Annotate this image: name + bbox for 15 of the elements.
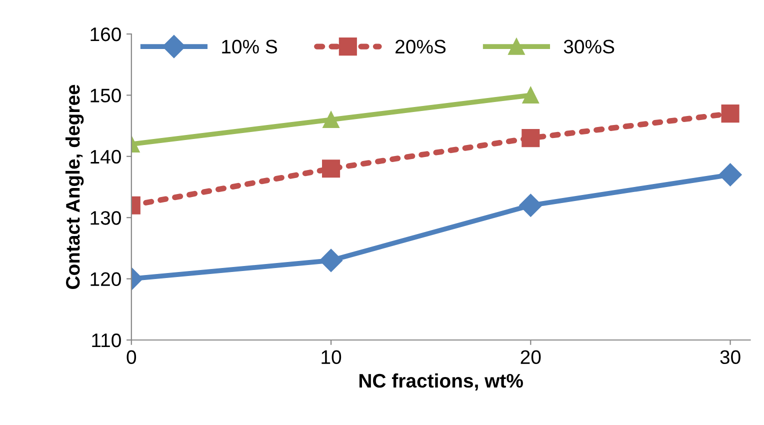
y-axis-title: Contact Angle, degree (65, 84, 84, 290)
legend-label: 20%S (396, 40, 446, 54)
legend-label: 10% S (222, 40, 278, 54)
x-tick-label: 0 (126, 350, 136, 364)
y-tick-label: 150 (90, 88, 121, 102)
x-axis-title: NC fractions, wt% (359, 373, 523, 391)
legend-label: 30%S (564, 40, 614, 54)
y-tick-label: 160 (90, 27, 121, 42)
y-tick-label: 110 (92, 333, 121, 348)
x-tick-label: 20 (520, 350, 541, 364)
y-tick-label: 120 (90, 272, 121, 286)
x-tick-label: 10 (322, 350, 342, 364)
y-tick-label: 130 (90, 211, 121, 225)
x-tick-label: 30 (720, 350, 740, 364)
y-tick-label: 140 (90, 150, 121, 164)
